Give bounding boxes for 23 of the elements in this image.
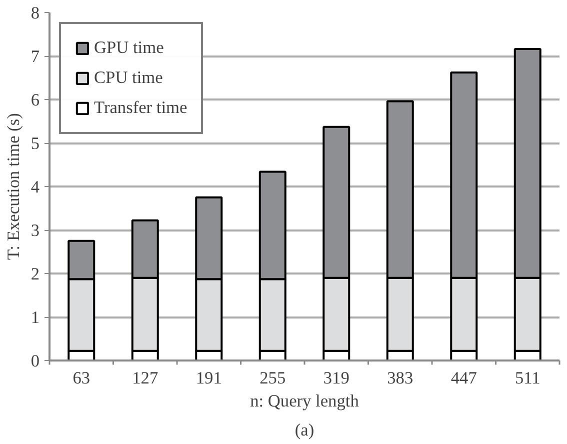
y-axis-title: T: Execution time (s) [4,112,23,260]
x-axis-title: n: Query length [250,392,360,410]
x-tick-label: 319 [323,368,350,388]
x-tick-label: 255 [260,368,286,388]
x-tick-label: 63 [72,368,90,388]
x-tick-label: 511 [514,368,540,388]
y-tick-label: 8 [30,4,40,22]
x-tick-label: 447 [450,368,478,388]
y-tick-label: 5 [30,134,40,153]
legend-label: GPU time [94,38,164,58]
text: (a) [294,420,314,440]
y-tick-label: 3 [30,221,40,240]
legend-label: Transfer time [94,98,188,118]
y-tick-label: 4 [30,178,40,196]
x-tick-label: 383 [387,368,414,388]
legend-label: CPU time [94,68,163,88]
x-tick-label: 191 [196,368,222,388]
y-tick-label: 1 [30,308,40,327]
y-tick-label: 2 [30,264,40,284]
y-tick-label: 7 [30,47,40,66]
y-tick-label: 0 [30,352,40,370]
y-tick-label: 6 [30,90,40,110]
x-tick-label: 127 [132,368,158,388]
